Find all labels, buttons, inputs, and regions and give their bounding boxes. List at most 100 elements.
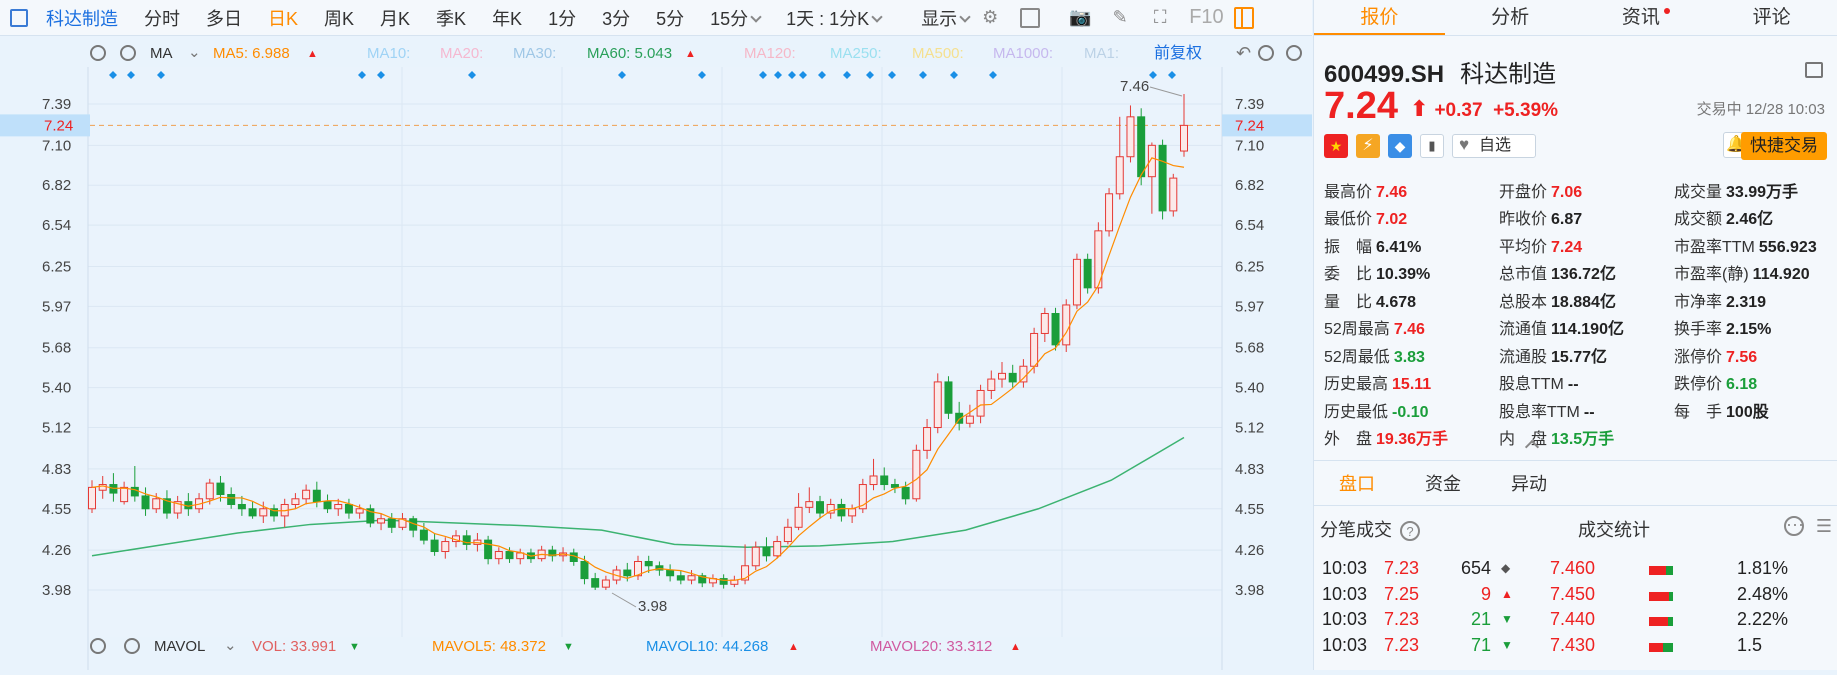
tab-period-4[interactable]: 月K bbox=[380, 8, 411, 29]
high-annotation: 7.46 bbox=[1120, 78, 1149, 95]
candle-body bbox=[1008, 372, 1017, 383]
tab-orderbook[interactable]: 盘口 bbox=[1339, 474, 1375, 494]
stat-label: 开盘价 bbox=[1499, 183, 1548, 201]
mavol20-trend-icon: ▲ bbox=[1010, 641, 1021, 653]
candle-body bbox=[1158, 144, 1167, 212]
stat-cell: 成交量 33.99万手 bbox=[1674, 178, 1834, 202]
stat-value: 18.884亿 bbox=[1551, 293, 1616, 311]
interval-select[interactable]: 1天 : 1分K bbox=[786, 5, 883, 31]
dist-price: 7.430 bbox=[1550, 634, 1596, 655]
candle-body bbox=[698, 575, 707, 584]
candle-body bbox=[205, 482, 214, 500]
stat-label: 股息率TTM bbox=[1499, 403, 1580, 421]
stat-value: -- bbox=[1567, 376, 1579, 394]
stat-label: 量 比 bbox=[1324, 293, 1373, 311]
list-icon[interactable]: ☰ bbox=[1815, 516, 1832, 536]
candle-body bbox=[430, 539, 439, 553]
help-icon[interactable]: ? bbox=[1400, 521, 1420, 541]
rectangle-tool-icon[interactable] bbox=[1019, 7, 1041, 29]
event-marker bbox=[788, 71, 796, 79]
dist-bar-buy bbox=[1649, 617, 1669, 626]
stat-label: 历史最低 bbox=[1324, 403, 1389, 421]
stats-row: 量 比 4.678 总股本 18.884亿 市净率 2.319 bbox=[1324, 286, 1834, 314]
f10-button[interactable]: F10 bbox=[1189, 6, 1224, 28]
dist-percent: 2.48% bbox=[1737, 583, 1789, 604]
event-marker bbox=[1168, 71, 1176, 79]
bookmark-icon[interactable]: ▮ bbox=[1420, 134, 1444, 158]
candle-body bbox=[270, 508, 278, 517]
y-tick-label-right: 6.54 bbox=[1235, 217, 1264, 234]
candle-body bbox=[580, 560, 589, 580]
tab-comments[interactable]: 评论 bbox=[1752, 7, 1791, 28]
gear-icon[interactable]: ⚙ bbox=[982, 7, 999, 27]
pencil-icon[interactable]: ✎ bbox=[1112, 7, 1128, 27]
dist-bar bbox=[1649, 642, 1673, 652]
tab-period-3[interactable]: 周K bbox=[324, 8, 355, 29]
candle-body bbox=[666, 569, 675, 577]
stat-label: 成交额 bbox=[1674, 211, 1723, 229]
tab-period-8[interactable]: 3分 bbox=[602, 8, 631, 29]
tab-period-9[interactable]: 5分 bbox=[656, 8, 685, 29]
candle-body bbox=[98, 484, 107, 491]
candle-body bbox=[120, 486, 129, 503]
camera-icon[interactable]: 📷 bbox=[1068, 7, 1092, 27]
add-watchlist-button[interactable]: 自选 bbox=[1452, 134, 1536, 158]
tab-period-6[interactable]: 年K bbox=[492, 8, 523, 29]
high-annotation-leader bbox=[1149, 86, 1183, 97]
y-tick-label-right: 7.10 bbox=[1235, 137, 1264, 154]
y-tick-label-left: 7.10 bbox=[42, 137, 71, 154]
stat-value: 33.99万手 bbox=[1726, 183, 1799, 201]
menu-icon[interactable] bbox=[1805, 62, 1823, 78]
candle-body bbox=[1180, 124, 1188, 152]
tab-period-0[interactable]: 分时 bbox=[144, 8, 180, 29]
stat-label: 内 盘 bbox=[1499, 431, 1548, 449]
stat-cell: 历史最低 -0.10 bbox=[1324, 398, 1499, 422]
tab-movement[interactable]: 异动 bbox=[1511, 474, 1547, 494]
chevron-down-icon: ⌄ bbox=[224, 637, 237, 654]
candle-body bbox=[505, 551, 514, 560]
up-arrow-icon: ⬆ bbox=[1410, 96, 1429, 121]
tab-period-10[interactable]: 15分 bbox=[710, 5, 762, 31]
tab-period-2[interactable]: 日K bbox=[268, 8, 299, 29]
candle-body bbox=[837, 503, 846, 517]
display-menu[interactable]: 显示 bbox=[921, 5, 971, 31]
stat-cell: 历史最高 15.11 bbox=[1324, 370, 1499, 394]
event-marker bbox=[774, 71, 782, 79]
kline-chart[interactable]: 7.39 7.39 7.10 7.10 6.82 6.82 6.54 6.54 6.25 6.25… bbox=[0, 37, 1312, 675]
ma1-value: MA1: bbox=[1084, 45, 1119, 62]
stats-row: 52周最低 3.83 流通股 15.77亿 涨停价 7.56 bbox=[1324, 341, 1834, 369]
tab-quote[interactable]: 报价 bbox=[1314, 0, 1445, 35]
y-tick-label-left: 6.82 bbox=[42, 177, 71, 194]
chevron-down-icon bbox=[871, 10, 883, 23]
quick-trade-button[interactable]: 快捷交易 bbox=[1741, 132, 1827, 160]
more-icon[interactable]: ··· bbox=[1784, 514, 1804, 536]
candle-body bbox=[1062, 304, 1071, 346]
candle-body bbox=[355, 508, 364, 514]
stat-cell: 52周最高 7.46 bbox=[1324, 315, 1499, 339]
stock-name-tab[interactable]: 科达制造 bbox=[46, 8, 118, 29]
ma5-trend-icon: ▲ bbox=[307, 48, 318, 60]
stat-cell: 跌停价 6.18 bbox=[1674, 370, 1834, 394]
tab-news[interactable]: 资讯 bbox=[1576, 0, 1707, 35]
ma60-trend-icon: ▲ bbox=[685, 48, 696, 60]
fullscreen-icon[interactable]: ⛶ bbox=[1153, 7, 1167, 27]
stats-row: 历史最高 15.11 股息TTM -- 跌停价 6.18 bbox=[1324, 369, 1834, 397]
stat-cell: 平均价 7.24 bbox=[1499, 233, 1674, 257]
tab-period-7[interactable]: 1分 bbox=[548, 8, 577, 29]
candle-body bbox=[484, 539, 493, 560]
dist-bar bbox=[1649, 617, 1673, 626]
sidebar-toggle-icon[interactable] bbox=[10, 8, 28, 27]
ma1000-value: MA1000: bbox=[993, 45, 1053, 62]
candle-body bbox=[901, 486, 910, 500]
tab-funds[interactable]: 资金 bbox=[1425, 474, 1461, 494]
stat-label: 总股本 bbox=[1499, 293, 1548, 311]
tab-period-5[interactable]: 季K bbox=[436, 8, 467, 29]
tab-period-1[interactable]: 多日 bbox=[206, 8, 242, 29]
stat-value: 7.46 bbox=[1376, 183, 1408, 201]
trade-time: 10:03 bbox=[1322, 558, 1368, 578]
stat-label: 跌停价 bbox=[1674, 376, 1723, 394]
panel-toggle-icon[interactable] bbox=[1233, 6, 1254, 29]
ma250-value: MA250: bbox=[830, 45, 882, 62]
tab-analysis[interactable]: 分析 bbox=[1491, 7, 1530, 28]
event-marker bbox=[1149, 71, 1157, 79]
